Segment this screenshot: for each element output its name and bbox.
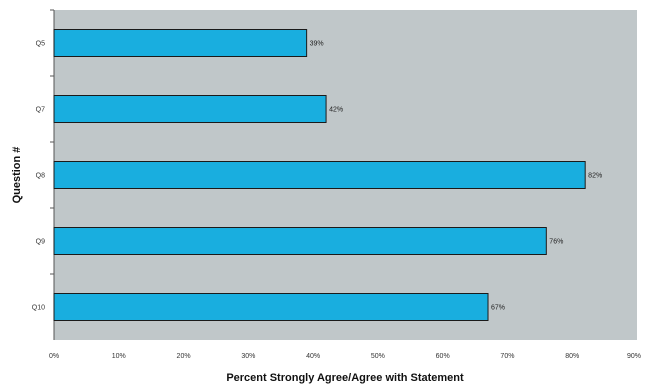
data-label: 42%: [329, 107, 343, 114]
data-label: 67%: [491, 305, 505, 312]
data-label: 76%: [549, 239, 563, 246]
x-tick-label: 20%: [177, 353, 191, 360]
x-tick-label: 40%: [306, 353, 320, 360]
bar-q9: [53, 227, 547, 255]
y-tick-label: Q5: [36, 41, 45, 48]
y-tick-label: Q7: [36, 107, 45, 114]
x-tick-label: 60%: [436, 353, 450, 360]
x-tick-labels: 0% 10% 20% 30% 40% 50% 60% 70% 80% 90%: [49, 353, 641, 360]
data-label: 39%: [310, 41, 324, 48]
x-tick-label: 0%: [49, 353, 59, 360]
data-label: 82%: [588, 173, 602, 180]
x-axis-title: Percent Strongly Agree/Agree with Statem…: [226, 372, 464, 384]
x-tick-label: 10%: [112, 353, 126, 360]
x-tick-label: 50%: [371, 353, 385, 360]
bars-group: [50, 9, 586, 321]
x-tick-label: 30%: [241, 353, 255, 360]
y-axis-title: Question #: [11, 147, 23, 204]
bar-q8: [53, 161, 586, 189]
y-tick-label: Q10: [32, 305, 45, 312]
y-tick-label: Q9: [36, 239, 45, 246]
x-tick-label: 90%: [627, 353, 641, 360]
x-tick-label: 70%: [500, 353, 514, 360]
x-tick-label: 80%: [565, 353, 579, 360]
bar-q7: [53, 95, 327, 123]
bar-q5: [53, 29, 308, 57]
data-labels: 39% 42% 82% 76% 67%: [310, 41, 603, 312]
y-tick-label: Q8: [36, 173, 45, 180]
y-tick-labels: Q5 Q7 Q8 Q9 Q10: [32, 41, 45, 312]
bar-q10: [53, 293, 489, 321]
